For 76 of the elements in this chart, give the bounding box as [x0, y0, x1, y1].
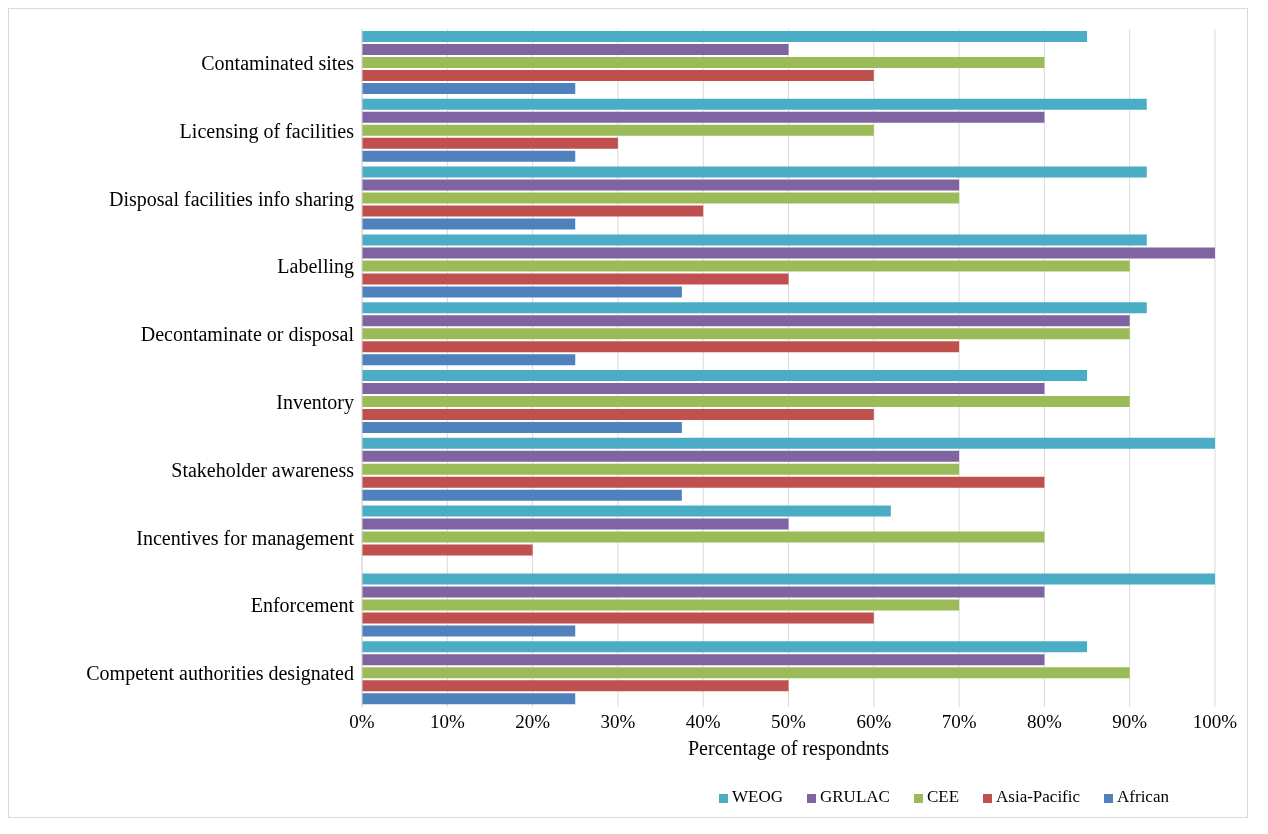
bar	[362, 234, 1147, 246]
bar	[362, 218, 576, 230]
bar	[362, 531, 1045, 543]
y-tick-label: Decontaminate or disposal	[140, 323, 355, 347]
bar	[362, 111, 1045, 123]
y-tick-label: Contaminated sites	[201, 52, 355, 74]
y-tick-label: Labelling	[277, 255, 354, 279]
bar	[362, 192, 960, 204]
bar	[362, 476, 1045, 488]
y-tick-label: Competent authorities designated	[86, 662, 354, 686]
bar	[362, 625, 576, 637]
bar	[362, 315, 1130, 327]
bar	[362, 354, 576, 366]
x-tick-label: 40%	[685, 711, 721, 733]
x-tick-label: 0%	[349, 711, 375, 733]
bar	[362, 98, 1147, 110]
bar	[362, 273, 789, 285]
bar	[362, 505, 891, 517]
bar	[362, 463, 960, 475]
legend-label: African	[1117, 787, 1169, 806]
y-tick-label: Disposal facilities info sharing	[109, 187, 354, 211]
bar	[362, 57, 1045, 68]
bar	[362, 150, 576, 162]
bar	[362, 260, 1130, 272]
bar	[362, 179, 960, 191]
x-tick-label: 90%	[1112, 711, 1148, 733]
x-tick-label: 30%	[600, 711, 636, 733]
y-tick-label: Stakeholder awareness	[171, 458, 355, 481]
bar	[362, 422, 682, 433]
bar	[362, 328, 1130, 340]
bar	[362, 667, 1130, 679]
bar	[362, 166, 1147, 178]
bar	[362, 247, 1215, 259]
bar	[362, 70, 874, 81]
x-tick-label: 20%	[515, 711, 551, 733]
bar	[362, 680, 789, 692]
x-tick-label: 100%	[1192, 711, 1238, 733]
legend-label: Asia-Pacific	[996, 787, 1081, 806]
bar	[362, 383, 1045, 394]
x-axis-title: Percentage of respondnts	[687, 737, 890, 760]
bar	[362, 573, 1215, 585]
bar	[362, 31, 1088, 42]
bar	[362, 612, 874, 624]
bar	[362, 137, 618, 149]
bar	[362, 544, 533, 556]
bar	[362, 586, 1045, 598]
y-tick-label: Enforcement	[250, 594, 355, 617]
x-tick-label: 10%	[429, 711, 465, 733]
y-tick-label: Licensing of facilities	[179, 119, 355, 143]
bar	[362, 450, 960, 462]
legend-label: WEOG	[732, 787, 783, 806]
bar	[362, 83, 576, 94]
x-tick-label: 60%	[856, 711, 892, 733]
bar	[362, 370, 1088, 381]
bar	[362, 437, 1215, 449]
bar	[362, 286, 682, 298]
y-tick-label: Incentives for management	[136, 526, 355, 550]
legend-label: CEE	[926, 787, 960, 806]
bar	[362, 44, 789, 55]
bar	[362, 641, 1088, 653]
x-tick-label: 80%	[1026, 711, 1062, 733]
x-tick-label: 70%	[941, 711, 977, 733]
bar	[362, 341, 960, 353]
bar	[362, 654, 1045, 666]
bar	[362, 302, 1147, 314]
bar	[362, 489, 682, 501]
legend-label: GRULAC	[820, 787, 890, 806]
bar	[362, 124, 874, 136]
bar	[362, 693, 576, 705]
x-tick-label: 50%	[771, 711, 807, 733]
bar	[362, 205, 704, 217]
y-tick-label: Inventory	[276, 391, 354, 414]
bar	[362, 599, 960, 611]
bar	[362, 409, 874, 420]
bar	[362, 396, 1130, 407]
bar	[362, 518, 789, 530]
